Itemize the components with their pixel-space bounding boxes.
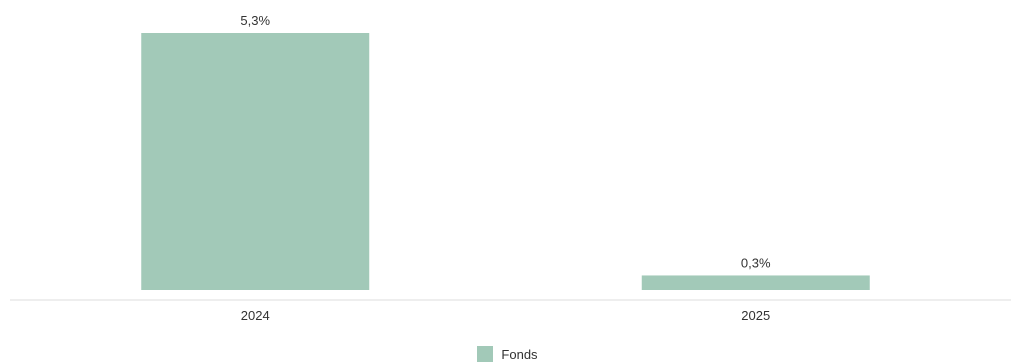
- legend[interactable]: Fonds: [0, 344, 1015, 364]
- legend-label-fonds: Fonds: [501, 346, 538, 362]
- data-label-2024: 5,3%: [240, 13, 270, 28]
- bar-2025[interactable]: [641, 275, 870, 290]
- x-tick-label-2024: 2024: [241, 308, 270, 323]
- data-labels-layer: 5,3% 0,3%: [240, 13, 771, 270]
- data-label-2025: 0,3%: [741, 255, 771, 270]
- bars-layer: [141, 33, 870, 290]
- x-tick-label-2025: 2025: [741, 308, 770, 323]
- x-tick-labels-layer: 2024 2025: [241, 308, 770, 323]
- legend-swatch: [477, 346, 494, 362]
- bar-2024[interactable]: [141, 33, 370, 290]
